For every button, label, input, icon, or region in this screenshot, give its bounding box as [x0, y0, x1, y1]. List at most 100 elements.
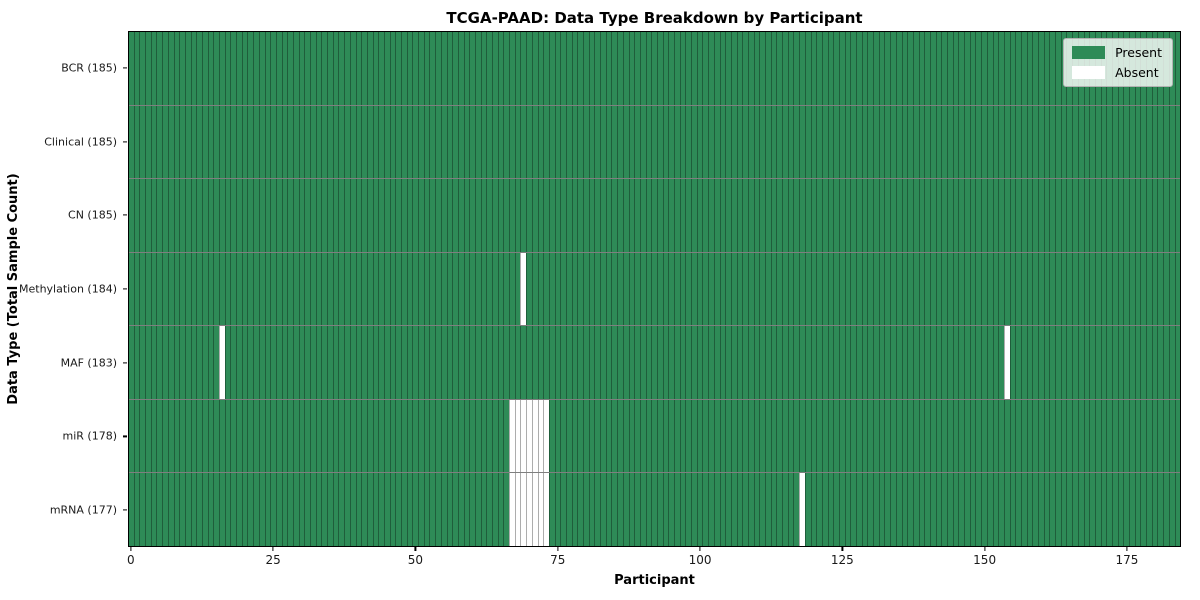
- heatmap-cell: [1123, 179, 1129, 252]
- heatmap-cell: [588, 105, 595, 179]
- heatmap-cell: [486, 105, 492, 179]
- heatmap-cell: [139, 326, 146, 399]
- heatmap-cell: [611, 179, 618, 252]
- heatmap-cell: [1083, 473, 1090, 547]
- heatmap-cell: [133, 399, 140, 473]
- heatmap-cell: [429, 32, 436, 105]
- heatmap-cell: [338, 105, 345, 179]
- legend-label-present: Present: [1115, 45, 1162, 60]
- heatmap-cell: [821, 326, 828, 399]
- heatmap-cell: [241, 179, 248, 252]
- heatmap-cell: [969, 326, 976, 399]
- heatmap-cell: [947, 32, 953, 105]
- y-tick-label: Methylation (184): [19, 282, 117, 296]
- heatmap-cell: [844, 473, 851, 547]
- heatmap-cell: [571, 179, 578, 252]
- heatmap-cell: [691, 105, 697, 179]
- heatmap-cell: [708, 179, 714, 252]
- heatmap-cell: [622, 399, 629, 473]
- heatmap-cell: [662, 105, 669, 179]
- heatmap-cell: [679, 252, 686, 326]
- heatmap-cell: [833, 326, 839, 399]
- heatmap-cell: [264, 179, 271, 252]
- heatmap-cell: [1168, 399, 1175, 473]
- heatmap-cell: [759, 399, 765, 473]
- heatmap-cell: [651, 32, 657, 105]
- heatmap-cell: [884, 32, 891, 105]
- heatmap-cell: [167, 179, 174, 252]
- heatmap-cell: [958, 473, 965, 547]
- heatmap-cell: [708, 399, 714, 473]
- heatmap-cell: [759, 105, 765, 179]
- heatmap-cell: [605, 179, 612, 252]
- heatmap-cell: [907, 399, 913, 473]
- heatmap-cell: [292, 32, 299, 105]
- heatmap-cell: [890, 32, 896, 105]
- heatmap-cell: [292, 399, 299, 473]
- heatmap-cell: [929, 179, 936, 252]
- heatmap-cell: [1111, 473, 1118, 547]
- heatmap-cell: [554, 252, 561, 326]
- heatmap-cell: [1026, 473, 1033, 547]
- heatmap-cell: [486, 399, 492, 473]
- heatmap-cell: [537, 399, 544, 473]
- heatmap-cell: [537, 179, 544, 252]
- heatmap-cell: [992, 105, 999, 179]
- heatmap-cell: [617, 252, 623, 326]
- heatmap-cell: [827, 179, 834, 252]
- heatmap-cell: [617, 326, 623, 399]
- heatmap-cell: [941, 252, 947, 326]
- heatmap-cell: [838, 473, 845, 547]
- heatmap-cell: [1038, 326, 1044, 399]
- heatmap-cell: [1072, 105, 1078, 179]
- heatmap-cell: [1094, 399, 1101, 473]
- heatmap-cell: [509, 32, 515, 105]
- heatmap-cell: [412, 326, 419, 399]
- heatmap-cell: [241, 252, 248, 326]
- heatmap-cell: [264, 252, 271, 326]
- heatmap-cell: [560, 252, 566, 326]
- heatmap-cell: [321, 326, 328, 399]
- heatmap-cell: [446, 326, 453, 399]
- heatmap-cell: [969, 252, 976, 326]
- heatmap-cell: [281, 32, 288, 105]
- heatmap-cell: [446, 473, 453, 547]
- heatmap-cell: [452, 473, 458, 547]
- heatmap-cell: [611, 473, 618, 547]
- heatmap-cell: [884, 326, 891, 399]
- heatmap-cell: [406, 105, 413, 179]
- heatmap-cell: [332, 105, 339, 179]
- heatmap-cell: [838, 399, 845, 473]
- heatmap-cell: [975, 179, 982, 252]
- heatmap-cell: [349, 32, 356, 105]
- heatmap-cell: [412, 32, 419, 105]
- heatmap-cell: [1009, 473, 1016, 547]
- heatmap-cell: [366, 399, 373, 473]
- heatmap-cell: [526, 326, 532, 399]
- heatmap-cell: [759, 252, 765, 326]
- heatmap-cell: [622, 32, 629, 105]
- heatmap-cell: [986, 105, 993, 179]
- heatmap-cell: [1117, 399, 1124, 473]
- heatmap-cell: [964, 252, 970, 326]
- heatmap-cell: [782, 105, 788, 179]
- heatmap-cell: [355, 399, 362, 473]
- heatmap-cell: [253, 252, 259, 326]
- heatmap-cell: [389, 326, 396, 399]
- heatmap-cell: [1168, 473, 1175, 547]
- heatmap-cell: [1066, 179, 1073, 252]
- heatmap-cell: [1151, 252, 1158, 326]
- heatmap-cell: [179, 473, 185, 547]
- heatmap-row-clinical: [129, 104, 1181, 179]
- heatmap-cell: [423, 105, 430, 179]
- heatmap-cell: [406, 399, 413, 473]
- heatmap-cell: [804, 399, 811, 473]
- heatmap-cell: [1140, 105, 1147, 179]
- heatmap-cell: [560, 179, 566, 252]
- heatmap-cell: [457, 473, 464, 547]
- heatmap-cell: [435, 32, 441, 105]
- heatmap-cell: [1003, 105, 1010, 179]
- heatmap-cell: [531, 473, 538, 547]
- heatmap-cell: [1151, 326, 1158, 399]
- heatmap-cell: [514, 32, 521, 105]
